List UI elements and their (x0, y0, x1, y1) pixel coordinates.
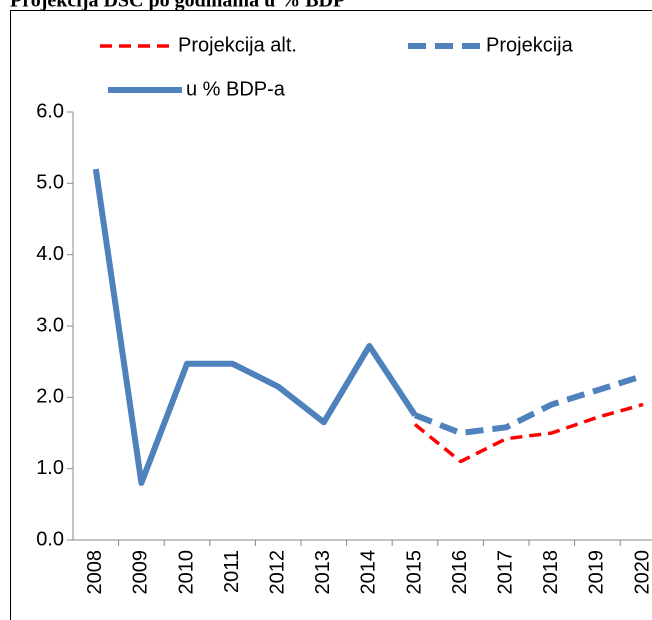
chart-border (10, 10, 652, 620)
y-tick-label: 1.0 (36, 457, 64, 479)
x-tick-label: 2020 (631, 550, 652, 595)
series-line (92, 168, 418, 486)
x-tick-label: 2013 (312, 550, 334, 595)
y-tick-label: 0.0 (36, 528, 64, 550)
x-tick-label: 2008 (84, 550, 106, 595)
x-tick-label: 2011 (221, 550, 243, 593)
legend-label: Projekcija alt. (178, 34, 297, 56)
series-line (413, 402, 644, 464)
x-tick-label: 2019 (586, 550, 608, 595)
series-line (413, 373, 644, 436)
y-tick-label: 4.0 (36, 243, 64, 265)
x-tick-label: 2014 (358, 550, 380, 595)
x-tick-label: 2017 (494, 550, 516, 595)
y-tick-label: 6.0 (36, 100, 64, 122)
chart-title: Projekcija DSC po godinama u % BDP (10, 0, 345, 12)
x-tick-label: 2015 (403, 550, 425, 595)
y-tick-label: 5.0 (36, 172, 64, 194)
x-tick-label: 2009 (130, 550, 152, 595)
legend-label: Projekcija (486, 34, 574, 56)
y-tick-label: 2.0 (36, 386, 64, 408)
x-tick-label: 2018 (540, 550, 562, 595)
legend-label: u % BDP-a (186, 78, 286, 100)
x-tick-label: 2010 (175, 550, 197, 595)
x-tick-label: 2012 (266, 550, 288, 595)
y-tick-label: 3.0 (36, 314, 64, 336)
x-tick-label: 2016 (449, 550, 471, 595)
